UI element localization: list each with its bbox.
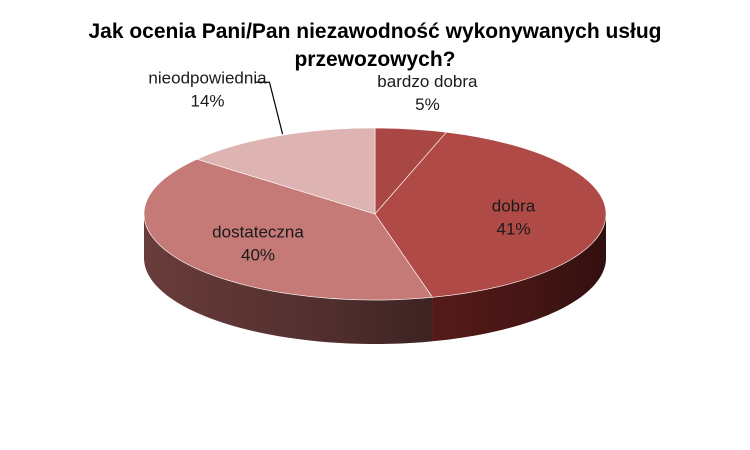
slice-value-dostateczna: 40% — [241, 246, 275, 265]
pie-sides — [144, 214, 606, 344]
leader-line-nieodpowiednia — [255, 81, 284, 135]
pie-labels: bardzo dobra 5% dobra 41% dostateczna 40% nieo… — [148, 68, 535, 264]
slice-value-dobra: 41% — [496, 220, 530, 239]
slice-label-dobra: dobra — [492, 197, 536, 216]
pie-slices — [143, 127, 607, 301]
slice-label-dostateczna: dostateczna — [212, 223, 304, 242]
pie-side-shade-dostateczna — [144, 214, 433, 344]
slice-value-nieodpowiednia: 14% — [190, 91, 224, 110]
pie-slice-dostateczna — [143, 158, 433, 301]
slice-value-bardzo-dobra: 5% — [415, 95, 440, 114]
slice-label-bardzo-dobra: bardzo dobra — [377, 72, 478, 91]
pie-slice-nieodpowiednia — [196, 127, 376, 215]
pie-side-shade-dobra — [432, 214, 606, 342]
slice-label-nieodpowiednia: nieodpowiednia — [148, 68, 267, 87]
chart-title: Jak ocenia Pani/Pan niezawodność wykonyw… — [88, 20, 662, 71]
pie-slice-dobra — [374, 131, 607, 298]
